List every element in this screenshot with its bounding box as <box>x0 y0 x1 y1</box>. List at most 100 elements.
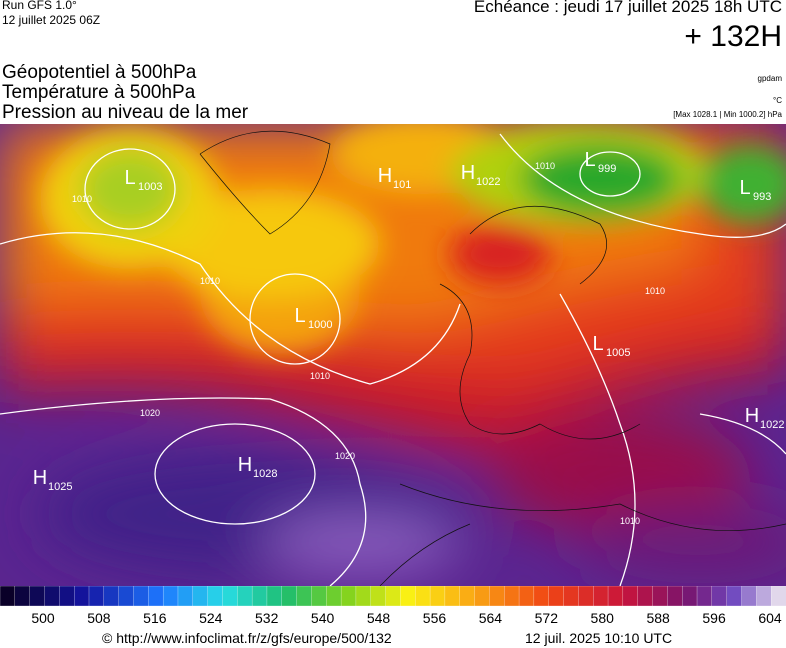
color-swatch <box>44 586 60 607</box>
colorbar-label: 572 <box>535 610 559 626</box>
color-swatch <box>415 586 431 607</box>
center-letter: H <box>745 405 759 427</box>
color-swatch <box>711 586 728 607</box>
colorbar-label: 588 <box>646 610 670 626</box>
color-swatch <box>726 586 743 607</box>
color-swatch <box>370 586 387 607</box>
center-letter: L <box>294 305 305 327</box>
color-swatch <box>207 586 224 607</box>
color-swatch <box>652 586 669 607</box>
colorbar-label: 604 <box>758 610 782 626</box>
colorbar-label: 532 <box>255 610 279 626</box>
color-swatch <box>0 586 16 607</box>
colorbar: 500 508 516 524 532 540 548 556 564 572 580 588 596 6… <box>0 586 786 626</box>
color-swatch <box>74 586 90 607</box>
color-swatch <box>281 586 298 607</box>
color-swatch <box>266 586 283 607</box>
center-letter: H <box>378 165 392 187</box>
color-swatch <box>696 586 713 607</box>
color-swatch <box>251 586 268 607</box>
color-swatch <box>296 586 313 607</box>
color-swatch <box>326 586 342 607</box>
title: Pression au niveau de la mer <box>2 102 249 123</box>
unit: [Max 1028.1 | Min 1000.2] hPa <box>673 110 782 119</box>
echeance: Echéance : jeudi 17 juillet 2025 18h UTC <box>473 0 782 16</box>
colorbar-label: 500 <box>31 610 55 626</box>
offset: + 132H <box>684 20 782 53</box>
colorbar-label: 564 <box>479 610 503 626</box>
color-swatch <box>593 586 609 607</box>
center-value: 1000 <box>308 319 332 331</box>
isobar-label: 1010 <box>645 286 665 296</box>
color-swatch <box>607 586 624 607</box>
isobar-label: 1020 <box>140 408 160 418</box>
color-swatch <box>459 586 476 607</box>
color-swatch <box>355 586 372 607</box>
color-swatch <box>88 586 105 607</box>
center-letter: L <box>584 149 595 171</box>
isobar-label: 1010 <box>620 516 640 526</box>
colorbar-label: 580 <box>591 610 615 626</box>
center-value: 1025 <box>48 481 72 493</box>
unit: gpdam <box>757 74 782 83</box>
color-swatch <box>578 586 594 607</box>
color-swatch <box>103 586 120 607</box>
color-swatch <box>682 586 698 607</box>
color-swatch <box>489 586 505 607</box>
colorbar-label: 596 <box>702 610 726 626</box>
color-swatch <box>340 586 357 607</box>
color-swatch <box>563 586 580 607</box>
center-letter: L <box>124 167 135 189</box>
colorbar-label: 508 <box>87 610 111 626</box>
center-letter: H <box>238 454 252 476</box>
title: Géopotentiel à 500hPa <box>2 62 197 83</box>
color-swatch <box>177 586 194 607</box>
isobar-label: 1010 <box>200 276 220 286</box>
color-swatch <box>548 586 565 607</box>
center-value: 1028 <box>253 468 277 480</box>
color-swatch <box>118 586 135 607</box>
isobar-label: 1020 <box>335 451 355 461</box>
isobar-label: 1010 <box>535 161 555 171</box>
color-swatch <box>622 586 639 607</box>
isobar-label: 1010 <box>310 371 330 381</box>
run-date: 12 juillet 2025 06Z <box>2 13 101 27</box>
color-swatch <box>29 586 46 607</box>
color-swatch <box>533 586 550 607</box>
color-swatch <box>311 586 327 607</box>
color-swatch <box>237 586 253 607</box>
color-swatch <box>162 586 179 607</box>
center-letter: L <box>739 177 750 199</box>
color-swatch <box>400 586 416 607</box>
footer-url: © http://www.infoclimat.fr/z/gfs/europe/… <box>102 630 392 646</box>
colorbar-label: 540 <box>311 610 335 626</box>
center-letter: H <box>33 467 47 489</box>
isobar-label: 1010 <box>72 194 92 204</box>
center-value: 993 <box>753 191 771 203</box>
color-swatch <box>444 586 461 607</box>
color-swatch <box>504 586 520 607</box>
center-value: 999 <box>598 163 616 175</box>
color-swatch <box>756 586 772 607</box>
colorbar-label: 548 <box>367 610 391 626</box>
colorbar-label: 556 <box>423 610 447 626</box>
color-swatch <box>385 586 402 607</box>
color-swatch <box>192 586 209 607</box>
title: Température à 500hPa <box>2 82 196 103</box>
color-swatch <box>133 586 149 607</box>
center-letter: L <box>592 333 603 355</box>
center-value: 1022 <box>476 176 500 188</box>
color-swatch <box>518 586 535 607</box>
colorbar-label: 516 <box>143 610 167 626</box>
center-value: 1005 <box>606 347 630 359</box>
color-swatch <box>222 586 238 607</box>
colorbar-label: 524 <box>199 610 223 626</box>
color-swatch <box>667 586 683 607</box>
color-swatch <box>148 586 164 607</box>
color-swatch <box>741 586 757 607</box>
unit: °C <box>773 96 782 105</box>
color-swatch <box>429 586 446 607</box>
center-value: 1003 <box>138 181 162 193</box>
